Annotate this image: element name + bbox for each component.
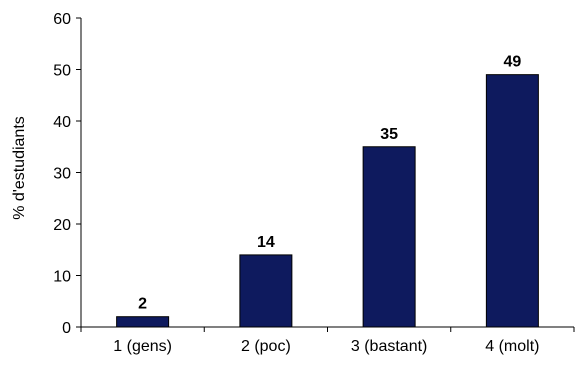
bar [362, 146, 416, 328]
x-tick-label: 2 (poc) [241, 338, 291, 355]
bar [239, 254, 293, 328]
y-tick-label: 60 [53, 11, 71, 28]
bars [116, 74, 539, 328]
x-axis: 1 (gens) 2 (poc) 3 (bastant) 4 (molt) [80, 326, 575, 355]
x-tick-label: 4 (molt) [485, 338, 539, 355]
data-label: 2 [138, 296, 147, 313]
data-label: 49 [503, 54, 521, 71]
y-axis-label: % d'estudiants [11, 116, 28, 220]
y-tick-label: 30 [53, 166, 71, 183]
y-tick-label: 0 [62, 320, 71, 337]
y-axis: 0 10 20 30 40 50 60 [53, 11, 82, 337]
bar [116, 316, 170, 328]
x-tick-label: 3 (bastant) [351, 338, 427, 355]
x-tick-label: 1 (gens) [113, 338, 172, 355]
data-label: 35 [380, 126, 398, 143]
y-tick-label: 40 [53, 114, 71, 131]
y-tick-label: 50 [53, 63, 71, 80]
y-tick-label: 20 [53, 217, 71, 234]
y-tick-label: 10 [53, 269, 71, 286]
data-labels: 2 14 35 49 [138, 54, 521, 313]
bar [485, 74, 539, 328]
data-label: 14 [257, 234, 275, 251]
